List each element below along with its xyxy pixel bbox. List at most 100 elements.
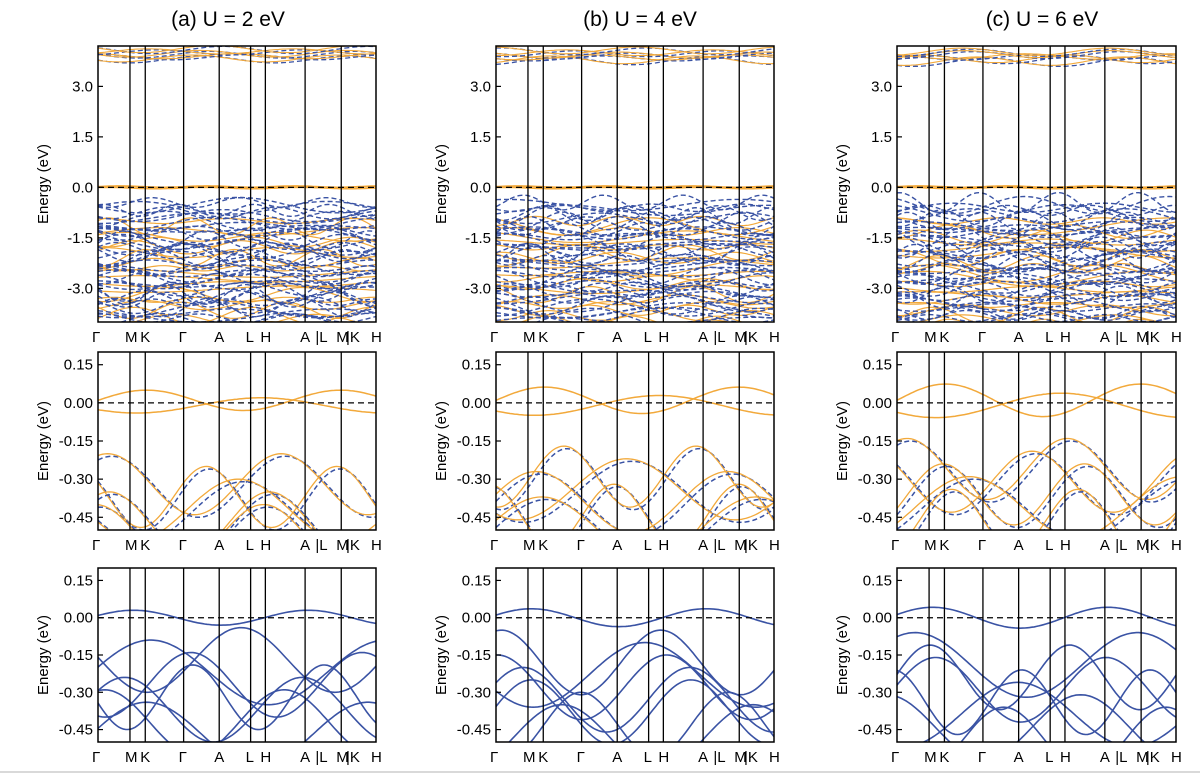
y-axis-title: Energy (eV) <box>834 615 851 695</box>
soc-band <box>496 679 763 742</box>
k-point-label: Γ <box>92 329 100 346</box>
k-point-label: |L <box>713 537 725 554</box>
k-point-label: M <box>1136 537 1149 554</box>
y-tick-label: -0.15 <box>858 433 892 450</box>
spin-up-band <box>897 264 1176 283</box>
spin-down-band <box>496 306 774 319</box>
spin-down-band <box>897 291 1176 309</box>
k-point-label: |L <box>1115 749 1127 766</box>
spin-up-band <box>897 255 1176 272</box>
plot-area <box>98 46 376 322</box>
soc-band <box>98 676 376 742</box>
y-tick-label: -0.30 <box>59 684 93 701</box>
plot-area <box>496 608 774 742</box>
y-tick-label: -0.15 <box>858 647 892 664</box>
spin-down-band <box>98 480 376 530</box>
spin-down-band <box>496 289 774 305</box>
spin-up-band <box>496 304 774 316</box>
y-tick-label: -0.45 <box>858 722 892 739</box>
spin-down-band <box>98 255 376 276</box>
spin-down-band <box>496 243 774 257</box>
column-title: (c) U = 6 eV <box>986 8 1099 31</box>
spin-up-band <box>98 54 376 63</box>
spin-down-band <box>98 242 376 263</box>
spin-down-band <box>496 302 774 319</box>
spin-down-band <box>496 498 774 530</box>
spin-down-band <box>496 257 774 279</box>
spin-up-band <box>496 483 774 530</box>
y-tick-label: 0.0 <box>871 179 892 196</box>
y-tick-label: -0.45 <box>59 722 93 739</box>
spin-down-band <box>916 491 1176 530</box>
spin-down-band <box>897 229 1176 239</box>
k-point-label: K <box>538 537 548 554</box>
spin-up-band <box>897 383 1176 418</box>
spin-up-band <box>496 55 774 65</box>
k-point-label: Γ <box>179 537 187 554</box>
soc-band <box>496 629 774 696</box>
spin-down-band <box>98 196 376 214</box>
spin-up-band <box>98 478 376 530</box>
spin-up-band <box>98 48 376 55</box>
plot-area <box>897 383 1176 530</box>
spin-down-band <box>496 246 774 265</box>
y-tick-label: -1.5 <box>866 230 892 247</box>
spin-down-band <box>897 293 1176 312</box>
spin-down-band <box>897 263 1176 273</box>
y-tick-label: 0.00 <box>863 610 892 627</box>
k-point-label: H <box>371 749 382 766</box>
spin-down-band <box>897 303 1176 313</box>
y-tick-label: -0.15 <box>59 433 93 450</box>
spin-up-band <box>496 217 774 236</box>
y-tick-label: -0.30 <box>457 684 491 701</box>
spin-up-band <box>496 275 774 283</box>
y-tick-label: 0.00 <box>462 610 491 627</box>
spin-up-band <box>912 488 1176 530</box>
k-point-label: |K <box>744 329 758 346</box>
k-path-axis-labels: Γ M K Γ A L H A |L M|K H <box>490 537 780 554</box>
k-point-label: Γ <box>577 329 585 346</box>
soc-band <box>98 639 376 706</box>
k-point-label: A <box>1100 537 1110 554</box>
spin-down-band <box>897 221 1176 232</box>
k-point-label: |K <box>1146 749 1160 766</box>
k-path-axis-labels: Γ M K Γ A L H A |L M|K H <box>92 749 382 766</box>
y-tick-label: -0.45 <box>59 509 93 526</box>
soc-band <box>897 606 1176 630</box>
y-tick-label: 0.15 <box>863 572 892 589</box>
plot-area <box>98 389 376 530</box>
y-tick-label: -1.5 <box>465 230 491 247</box>
spin-down-band <box>496 279 774 289</box>
column-title: (a) U = 2 eV <box>171 8 285 31</box>
spin-down-band <box>496 204 774 222</box>
spin-down-band <box>496 221 774 236</box>
y-tick-label: 1.5 <box>470 129 491 146</box>
k-point-label: M <box>125 329 138 346</box>
k-point-label: |K <box>1146 537 1160 554</box>
soc-band <box>960 706 1176 742</box>
y-tick-label: -0.45 <box>858 509 892 526</box>
spin-down-band <box>496 254 774 266</box>
spin-up-band <box>98 389 376 412</box>
soc-band <box>98 688 350 742</box>
y-tick-label: -3.0 <box>465 280 491 297</box>
k-point-label: L <box>246 537 254 554</box>
spin-up-band <box>496 386 774 415</box>
spin-down-band <box>98 250 376 260</box>
spin-down-band <box>897 263 1176 284</box>
k-point-label: M <box>924 329 937 346</box>
spin-up-band <box>897 262 1176 274</box>
spin-up-band <box>98 186 376 190</box>
spin-down-band <box>897 226 1176 237</box>
y-tick-label: -0.15 <box>457 433 491 450</box>
y-tick-label: 0.00 <box>462 395 491 412</box>
spin-down-band <box>496 243 774 252</box>
k-path-axis-labels: Γ M K Γ A L H A |L M|K H <box>891 537 1182 554</box>
spin-down-band <box>496 282 774 296</box>
soc-band <box>496 608 774 628</box>
k-point-label: A <box>612 329 622 346</box>
spin-down-band <box>897 195 1176 215</box>
